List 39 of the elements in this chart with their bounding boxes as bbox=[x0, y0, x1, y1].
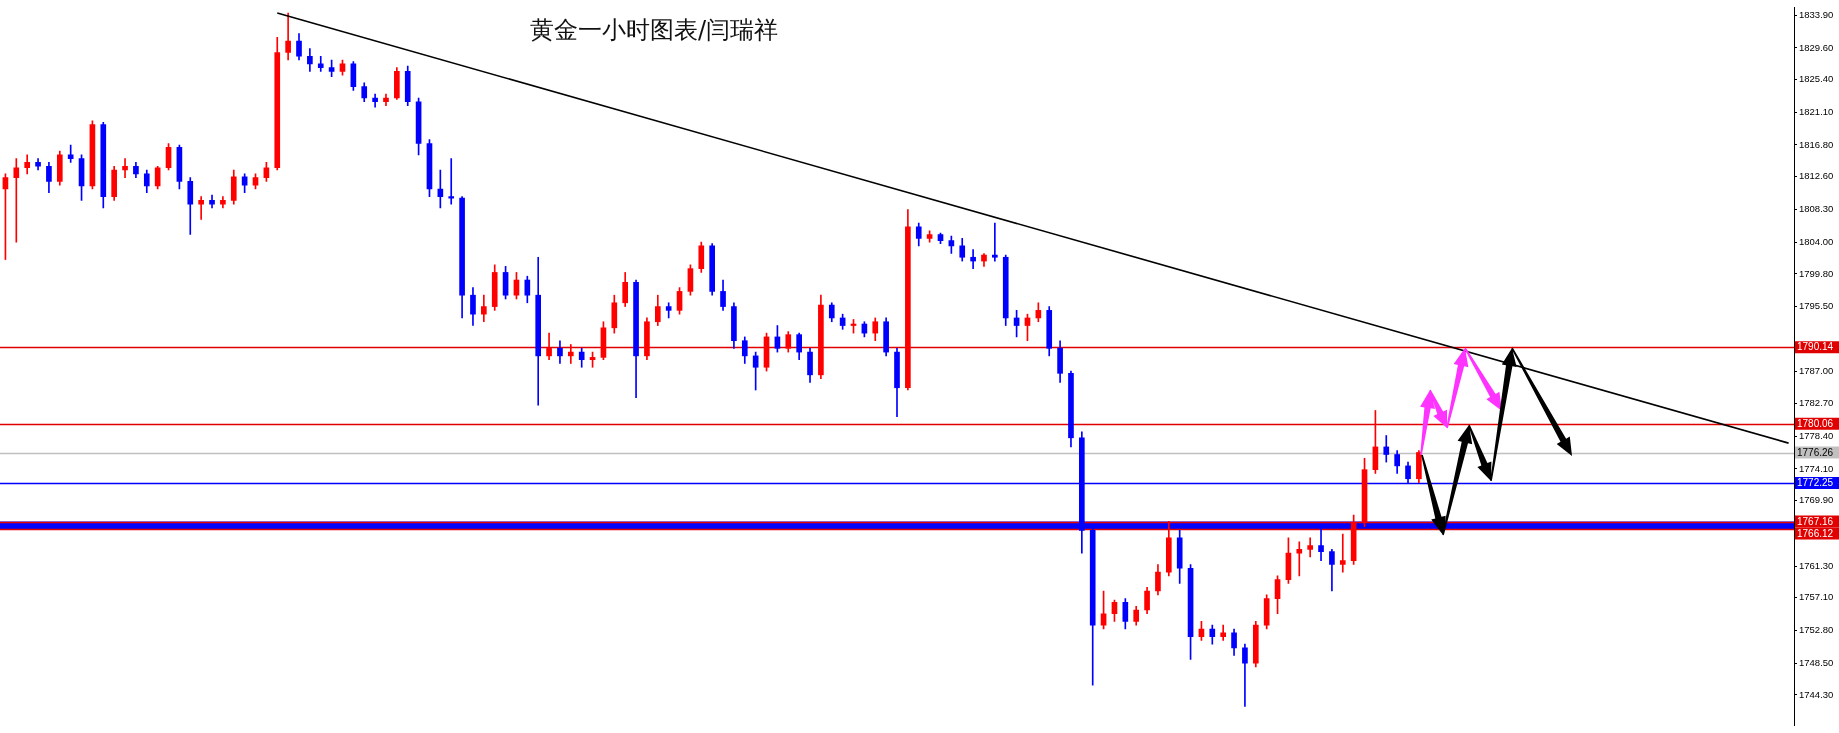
y-tick-label: 1799.80 bbox=[1799, 267, 1834, 279]
ref-line-label: 1767.16 bbox=[1797, 515, 1834, 527]
ref-line-label: 1766.12 bbox=[1797, 527, 1834, 539]
candlestick bbox=[122, 158, 128, 178]
y-tick-label: 1829.60 bbox=[1799, 41, 1834, 53]
y-tick-label: 1833.90 bbox=[1799, 8, 1834, 20]
y-tick-label: 1825.40 bbox=[1799, 73, 1834, 85]
candlestick bbox=[448, 158, 455, 205]
candlestick bbox=[13, 158, 20, 243]
y-tick-label: 1761.30 bbox=[1799, 559, 1834, 571]
ref-line-label: 1772.25 bbox=[1797, 477, 1834, 489]
y-tick-label: 1782.70 bbox=[1799, 397, 1834, 409]
candlestick bbox=[198, 196, 204, 220]
chart-title: 黄金一小时图表/闫瑞祥 bbox=[530, 15, 779, 46]
y-tick-label: 1821.10 bbox=[1799, 106, 1834, 118]
candlestick bbox=[567, 344, 574, 364]
candlestick bbox=[67, 144, 74, 163]
y-tick-label: 1812.60 bbox=[1799, 170, 1834, 182]
y-tick-label: 1748.50 bbox=[1799, 656, 1834, 668]
candlestick bbox=[1339, 533, 1346, 573]
y-tick-label: 1757.10 bbox=[1799, 591, 1834, 603]
y-tick-label: 1744.30 bbox=[1799, 688, 1834, 700]
ref-line-label: 1790.14 bbox=[1797, 341, 1834, 353]
candlestick bbox=[317, 55, 324, 72]
y-tick-label: 1795.50 bbox=[1799, 300, 1834, 312]
candlestick bbox=[970, 249, 976, 269]
ref-line-label: 1776.26 bbox=[1797, 446, 1834, 458]
y-tick-label: 1816.80 bbox=[1799, 138, 1834, 150]
y-tick-label: 1808.30 bbox=[1799, 203, 1834, 215]
y-tick-label: 1787.00 bbox=[1799, 364, 1834, 376]
y-tick-label: 1769.90 bbox=[1799, 494, 1834, 506]
y-tick-label: 1778.40 bbox=[1799, 429, 1834, 441]
ref-line-label: 1780.06 bbox=[1797, 417, 1834, 429]
y-tick-label: 1804.00 bbox=[1799, 235, 1834, 247]
y-tick-label: 1752.80 bbox=[1799, 624, 1834, 636]
candlestick bbox=[1242, 643, 1248, 707]
candlestick bbox=[1296, 541, 1303, 577]
y-tick-label: 1774.10 bbox=[1799, 462, 1834, 474]
candlestick bbox=[992, 222, 998, 262]
